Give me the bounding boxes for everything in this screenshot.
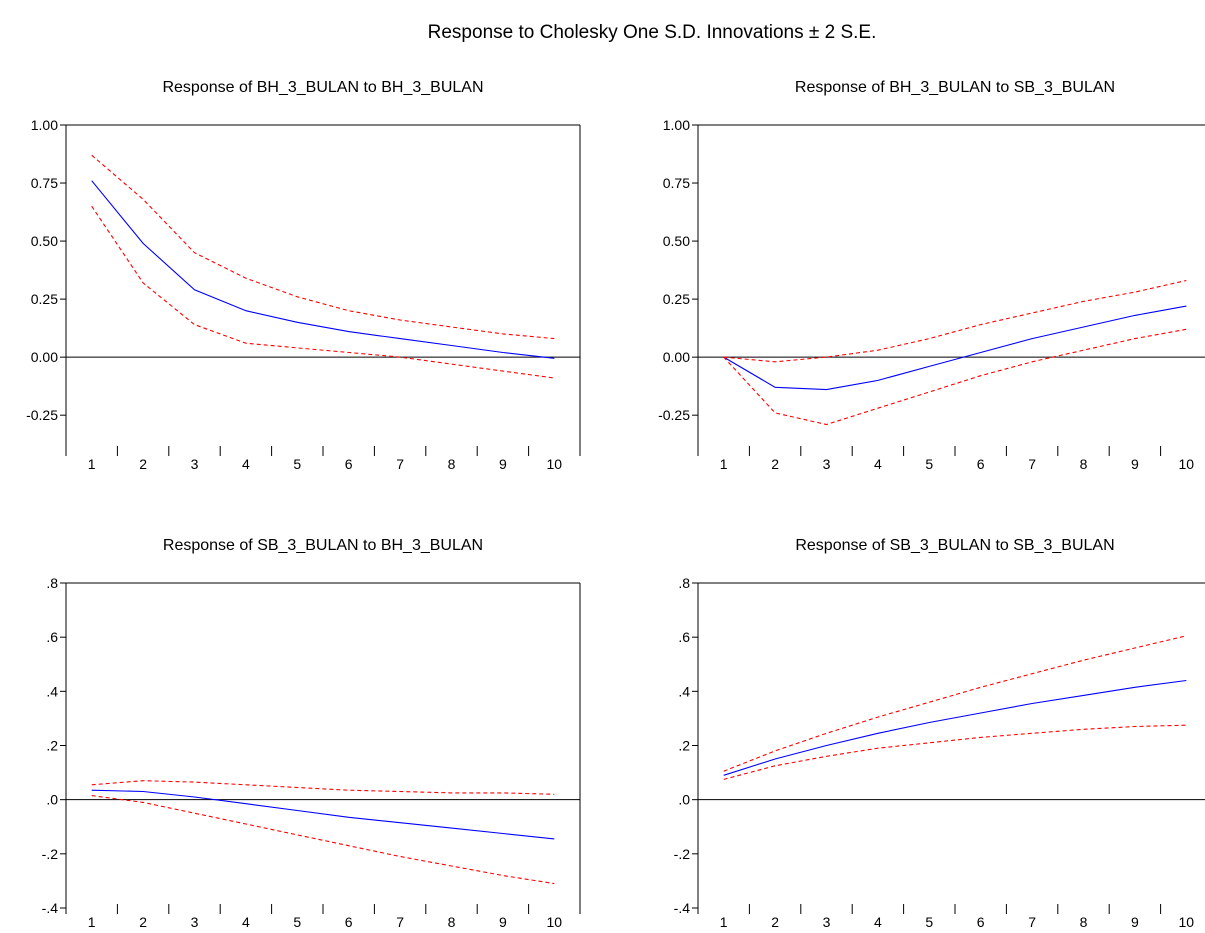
y-tick-label: .8 <box>678 575 690 591</box>
x-tick-label: 5 <box>293 914 301 930</box>
panel-title: Response of BH_3_BULAN to BH_3_BULAN <box>162 79 483 96</box>
x-tick-label: 6 <box>345 914 353 930</box>
y-tick-label: .4 <box>678 683 690 699</box>
x-tick-label: 2 <box>139 914 147 930</box>
confidence-band-upper <box>723 279 1187 363</box>
chart-panel-2: Response of BH_3_BULAN to SB_3_BULAN 1.00… <box>658 79 1205 472</box>
x-tick-label: 8 <box>448 914 456 930</box>
x-tick-label: 1 <box>720 456 728 472</box>
x-tick-label: 8 <box>448 456 456 472</box>
confidence-band-upper <box>91 154 555 340</box>
x-tick-label: 4 <box>242 456 250 472</box>
y-tick-label: .2 <box>678 738 690 754</box>
y-tick-label: .8 <box>46 575 58 591</box>
y-tick-label: .6 <box>678 629 690 645</box>
chart-panel-1: Response of BH_3_BULAN to BH_3_BULAN 1.00… <box>26 79 581 472</box>
x-tick-label: 8 <box>1080 456 1088 472</box>
y-tick-label: 0.25 <box>663 291 690 307</box>
x-tick-label: 7 <box>396 456 404 472</box>
y-tick-label: .4 <box>46 683 58 699</box>
y-tick-label: 0.25 <box>31 291 58 307</box>
x-tick-label: 3 <box>823 914 831 930</box>
x-tick-label: 7 <box>1028 914 1036 930</box>
panel-title: Response of SB_3_BULAN to SB_3_BULAN <box>795 537 1114 554</box>
x-tick-label: 7 <box>396 914 404 930</box>
x-tick-label: 4 <box>874 456 882 472</box>
y-tick-label: 0.00 <box>663 349 690 365</box>
x-tick-label: 4 <box>242 914 250 930</box>
x-tick-label: 4 <box>874 914 882 930</box>
x-tick-label: 10 <box>1179 456 1195 472</box>
confidence-band-upper <box>91 780 555 795</box>
y-tick-label: 1.00 <box>663 117 690 133</box>
response-line <box>91 180 555 359</box>
confidence-band-lower <box>723 724 1187 780</box>
x-tick-label: 6 <box>345 456 353 472</box>
x-tick-label: 8 <box>1080 914 1088 930</box>
x-tick-label: 1 <box>88 914 96 930</box>
panel-title: Response of SB_3_BULAN to BH_3_BULAN <box>163 537 483 554</box>
y-tick-label: -.4 <box>674 900 691 916</box>
y-tick-label: 0.75 <box>663 175 690 191</box>
y-tick-label: .0 <box>678 792 690 808</box>
x-tick-label: 1 <box>720 914 728 930</box>
x-tick-label: 5 <box>925 456 933 472</box>
figure-title: Response to Cholesky One S.D. Innovation… <box>428 22 877 43</box>
x-tick-label: 2 <box>771 914 779 930</box>
x-tick-label: 10 <box>1179 914 1195 930</box>
y-tick-label: 1.00 <box>31 117 58 133</box>
y-tick-label: 0.50 <box>663 233 690 249</box>
y-tick-label: 0.75 <box>31 175 58 191</box>
x-tick-label: 2 <box>139 456 147 472</box>
y-tick-label: .2 <box>46 738 58 754</box>
chart-panels: Response of BH_3_BULAN to BH_3_BULAN1.00… <box>26 79 1205 930</box>
y-tick-label: .6 <box>46 629 58 645</box>
x-tick-label: 5 <box>925 914 933 930</box>
confidence-band-lower <box>723 328 1187 426</box>
x-tick-label: 3 <box>191 914 199 930</box>
x-tick-label: 1 <box>88 456 96 472</box>
response-line <box>723 679 1187 776</box>
x-tick-label: 9 <box>1131 456 1139 472</box>
chart-panel-3: Response of SB_3_BULAN to BH_3_BULAN .8 .6… <box>42 537 581 930</box>
x-tick-label: 10 <box>547 456 563 472</box>
y-tick-label: -.2 <box>42 846 59 862</box>
x-tick-label: 3 <box>823 456 831 472</box>
y-tick-label: -.4 <box>42 900 59 916</box>
x-tick-label: 10 <box>547 914 563 930</box>
response-line <box>723 305 1187 391</box>
response-line <box>91 789 555 840</box>
panel-title: Response of BH_3_BULAN to SB_3_BULAN <box>795 79 1115 96</box>
y-tick-label: -0.25 <box>26 407 58 423</box>
x-tick-label: 7 <box>1028 456 1036 472</box>
confidence-band-lower <box>91 205 555 379</box>
y-tick-label: -.2 <box>674 846 691 862</box>
x-tick-label: 6 <box>977 456 985 472</box>
y-tick-label: 0.50 <box>31 233 58 249</box>
y-tick-label: 0.00 <box>31 349 58 365</box>
x-tick-label: 2 <box>771 456 779 472</box>
x-tick-label: 5 <box>293 456 301 472</box>
x-tick-label: 3 <box>191 456 199 472</box>
chart-panel-4: Response of SB_3_BULAN to SB_3_BULAN .8 .6… <box>674 537 1205 930</box>
y-tick-label: -0.25 <box>658 407 690 423</box>
x-tick-label: 9 <box>499 456 507 472</box>
x-tick-label: 9 <box>499 914 507 930</box>
confidence-band-upper <box>723 635 1187 772</box>
confidence-band-lower <box>91 795 555 885</box>
x-tick-label: 9 <box>1131 914 1139 930</box>
x-tick-label: 6 <box>977 914 985 930</box>
y-tick-label: .0 <box>46 792 58 808</box>
